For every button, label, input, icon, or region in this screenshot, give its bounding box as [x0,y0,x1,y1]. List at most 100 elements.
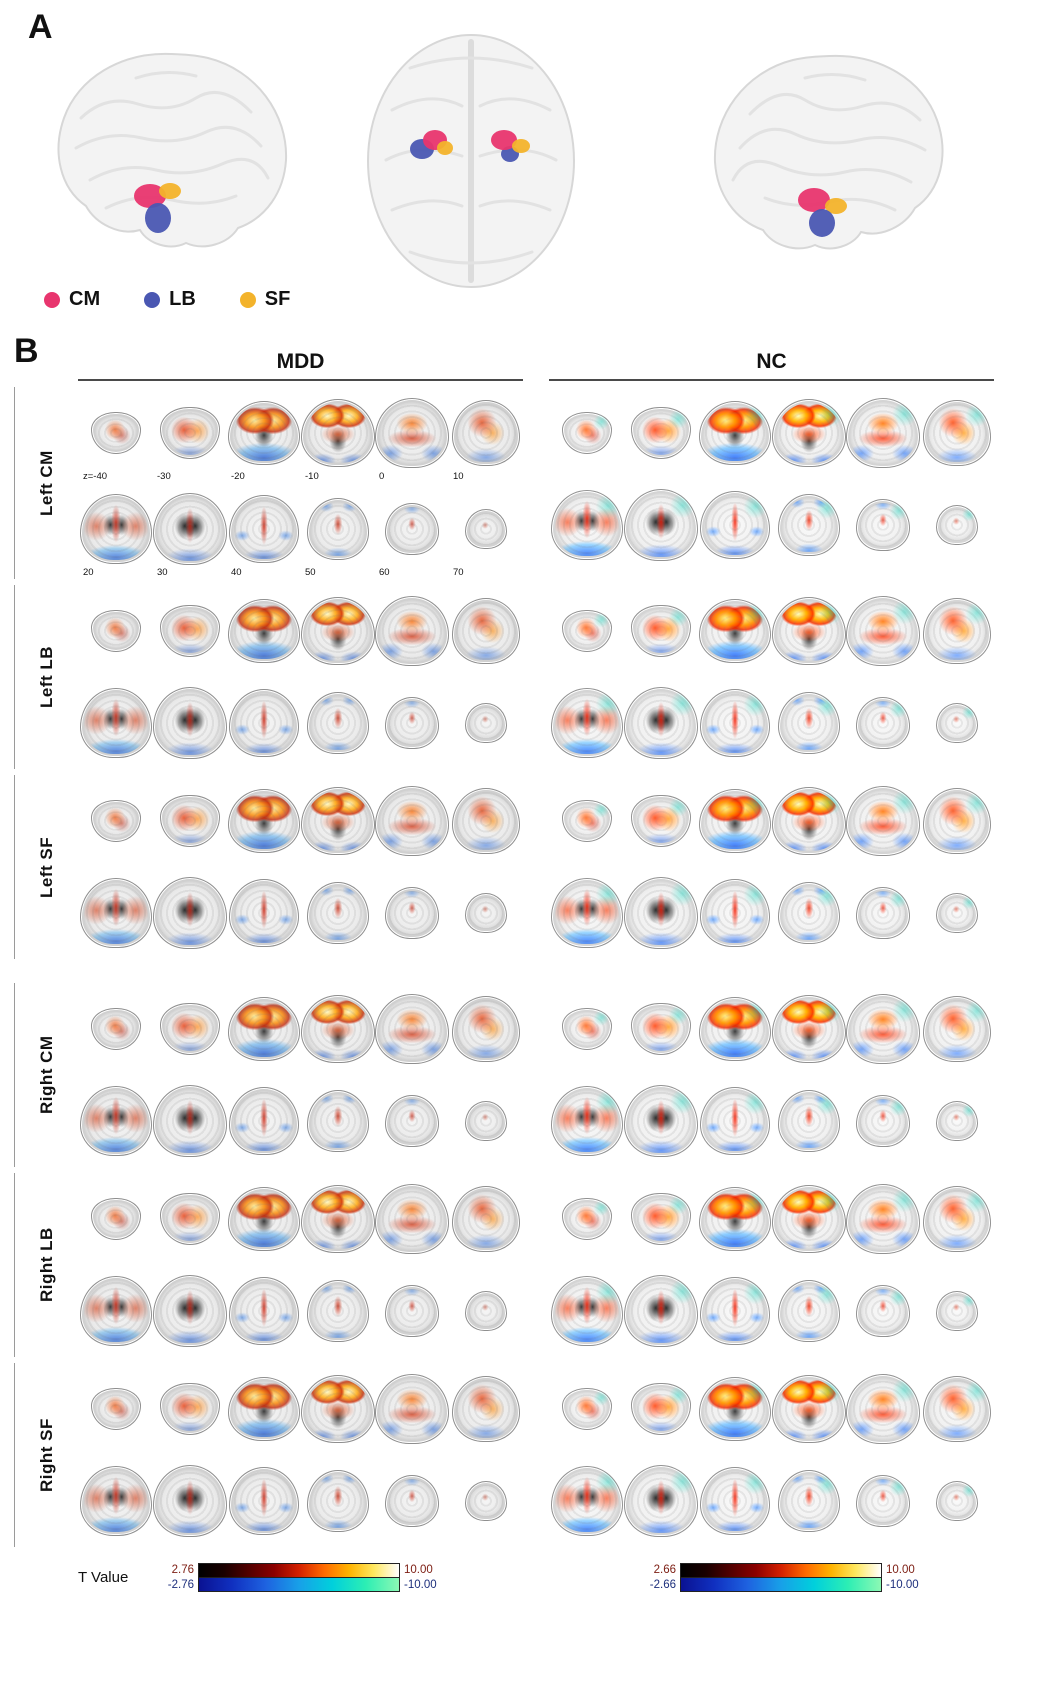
sf-color-dot [239,291,256,308]
brain-slice [465,893,507,933]
colorbar-row: T Value 2.76 10.00 -2.76 -10.00 2.66 10 [78,1563,1063,1592]
mdd-neg-min: -2.76 [167,1578,194,1591]
slice-cell [301,1075,375,1167]
slice-cell [772,867,846,959]
row-label-right-sf: Right SF [14,1363,79,1547]
mdd-pos-max: 10.00 [404,1564,433,1576]
slice-cell [846,1075,920,1167]
slice-subrow [550,983,995,1075]
slice-cell [227,775,301,867]
slice-cell [550,775,624,867]
slice-cell [153,1363,227,1455]
slice-cell [624,387,698,479]
slice-cell [550,1173,624,1265]
brain-slice [307,1090,369,1152]
slice-cell [79,775,153,867]
slice-cell [301,1173,375,1265]
brain-slice [385,1285,439,1337]
slice-cell [920,775,994,867]
slice-subrow [79,483,524,575]
slice-cell [153,1265,227,1357]
brain-slice [700,879,770,947]
slice-cell [920,983,994,1075]
brain-slice [699,789,771,853]
slice-cell [153,677,227,769]
slice-cell [624,983,698,1075]
right-cm-mdd-slices [79,983,524,1167]
brain-slice [153,1275,227,1347]
slice-cell [772,775,846,867]
slice-cell [920,387,994,479]
slice-subrow [79,387,524,479]
slice-cell [227,983,301,1075]
left-lb-mdd-slices [79,585,524,769]
mdd-positive-line: 2.76 10.00 [162,1563,436,1578]
brain-slice [624,877,698,949]
slice-cell [698,1173,772,1265]
slice-cell [227,1173,301,1265]
slice-cell [624,775,698,867]
nc-pos-max: 10.00 [886,1564,915,1576]
row-label-left-sf: Left SF [14,775,79,959]
slice-cell [449,1075,523,1167]
legend-label-lb: LB [169,288,196,310]
brain-slice [465,1291,507,1331]
roi-row-left-lb: Left LB [14,585,1063,769]
brain-slice [936,893,978,933]
slice-cell [920,479,994,571]
brain-slice [856,1285,910,1337]
slice-cell [550,1075,624,1167]
slice-cell [449,677,523,769]
slice-cell [301,1363,375,1455]
brain-slice [160,605,220,657]
brain-slice [936,703,978,743]
brain-slice [80,494,152,564]
slice-cell [79,867,153,959]
brain-slice [846,398,920,468]
left-cm-nc-slices [550,387,995,579]
slice-cell [153,585,227,677]
right-lb-mdd-slices [79,1173,524,1357]
slice-cell [920,867,994,959]
slice-subrow [550,677,995,769]
brain-slice [465,1101,507,1141]
row-label-right-cm: Right CM [14,983,79,1167]
brain-slice [923,788,991,854]
brain-slice [91,1008,141,1050]
slice-cell [772,677,846,769]
brain-slice [80,1276,152,1346]
brain-slice [562,610,612,652]
brain-slice [699,1377,771,1441]
slice-subrow [79,1075,524,1167]
slice-cell [624,1265,698,1357]
brain-slice [700,1277,770,1345]
slice-cell [79,983,153,1075]
slice-subrow [550,1455,995,1547]
slice-subrow [550,1173,995,1265]
brain-slice [923,996,991,1062]
sf-region [512,139,530,153]
brain-slice [551,1086,623,1156]
brain-slice [772,787,846,855]
slice-cell [375,983,449,1075]
brain-slice [228,997,300,1061]
brain-slice [452,996,520,1062]
brain-slice [624,489,698,561]
panel-a: A [0,0,1063,336]
brain-slice [700,1467,770,1535]
sf-region [825,198,847,214]
right-sf-mdd-slices [79,1363,524,1547]
slice-cell [375,1075,449,1167]
slice-cell [624,677,698,769]
brain-slice [452,788,520,854]
slice-subrow [550,1075,995,1167]
slice-cell [698,677,772,769]
slice-cell [624,585,698,677]
nc-positive-line: 2.66 10.00 [644,1563,918,1578]
slice-cell [79,677,153,769]
brain-slice [631,1003,691,1055]
slice-cell [550,387,624,479]
axial-brain-svg [367,34,575,288]
brain-slice [385,697,439,749]
